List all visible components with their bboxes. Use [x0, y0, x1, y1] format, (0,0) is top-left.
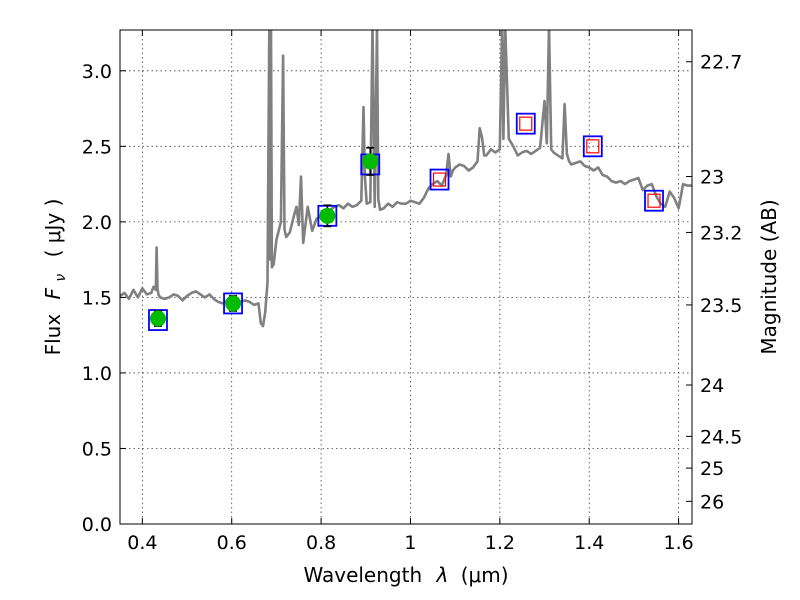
x-tick-label: 1 [404, 532, 416, 554]
model-photometry-box [515, 112, 536, 135]
x-axis-unit: (μm) [461, 563, 509, 587]
y-axis-symbol-sub: ν [53, 274, 69, 282]
y2-axis-label: Magnitude (AB) [757, 199, 781, 354]
y-tick-label: 0.0 [82, 514, 112, 536]
plot-frame [119, 29, 693, 525]
y-axis-title: Flux F ν ( μJy ) [41, 199, 70, 356]
y2-tick-label: 26 [700, 491, 724, 513]
x-tick-label: 1.2 [485, 532, 515, 554]
x-tick-label: 0.4 [127, 532, 157, 554]
plot-area [120, 30, 692, 331]
y-tick-label: 2.0 [82, 212, 112, 234]
observed-point [225, 295, 242, 312]
axes: 0.4 0.6 0.8 1 1.2 1.4 1.6 0.0 0.5 1.0 1.5 2.0 2.5 3.0… [82, 30, 742, 554]
upper-limit-marker [647, 193, 661, 208]
observed-point [149, 310, 166, 327]
y-tick-label: 0.5 [82, 438, 112, 460]
model-photometry-box [644, 189, 664, 212]
x-axis-title: Wavelength λ (μm) [303, 563, 508, 587]
x-tick-label: 1.6 [663, 532, 693, 554]
y2-tick-label: 24 [700, 375, 724, 397]
y-axis-label: Flux [41, 314, 65, 356]
y2-tick-label: 25 [700, 458, 724, 480]
x-axis-label: Wavelength [303, 563, 422, 587]
y2-tick-label: 24.5 [700, 426, 742, 448]
upper-limit-marker [432, 172, 447, 187]
y-axis-title-text: Flux F ν ( μJy ) [41, 199, 70, 356]
model-photometry-box [429, 168, 450, 191]
model-spectrum-line [120, 30, 692, 328]
observed-point [319, 207, 336, 224]
grid [120, 30, 692, 525]
y-axis-unit: ( μJy ) [41, 199, 65, 258]
model-photometry-box [223, 292, 243, 315]
upper-limit-marker [586, 139, 600, 154]
x-tick-label: 0.6 [217, 532, 247, 554]
model-photometry-box [148, 309, 168, 331]
y2-axis-title: Magnitude (AB) [757, 199, 781, 354]
model-photometry-box [582, 135, 603, 158]
x-axis-symbol: λ [436, 563, 449, 587]
y-tick-label: 1.0 [82, 363, 112, 385]
upper-limit-marker [519, 116, 533, 131]
observed-point [362, 153, 379, 170]
y-tick-label: 1.5 [82, 287, 112, 309]
y-axis-symbol: F [41, 287, 65, 299]
y2-tick-label: 22.7 [700, 52, 742, 74]
y2-tick-label: 23.5 [700, 295, 742, 317]
y-tick-label: 3.0 [82, 61, 112, 83]
y2-tick-label: 23 [700, 167, 724, 189]
y-tick-label: 2.5 [82, 136, 112, 158]
y2-tick-label: 23.2 [700, 222, 742, 244]
x-tick-label: 0.8 [306, 532, 336, 554]
x-tick-label: 1.4 [574, 532, 604, 554]
x-axis-title-text: Wavelength λ (μm) [303, 563, 508, 587]
